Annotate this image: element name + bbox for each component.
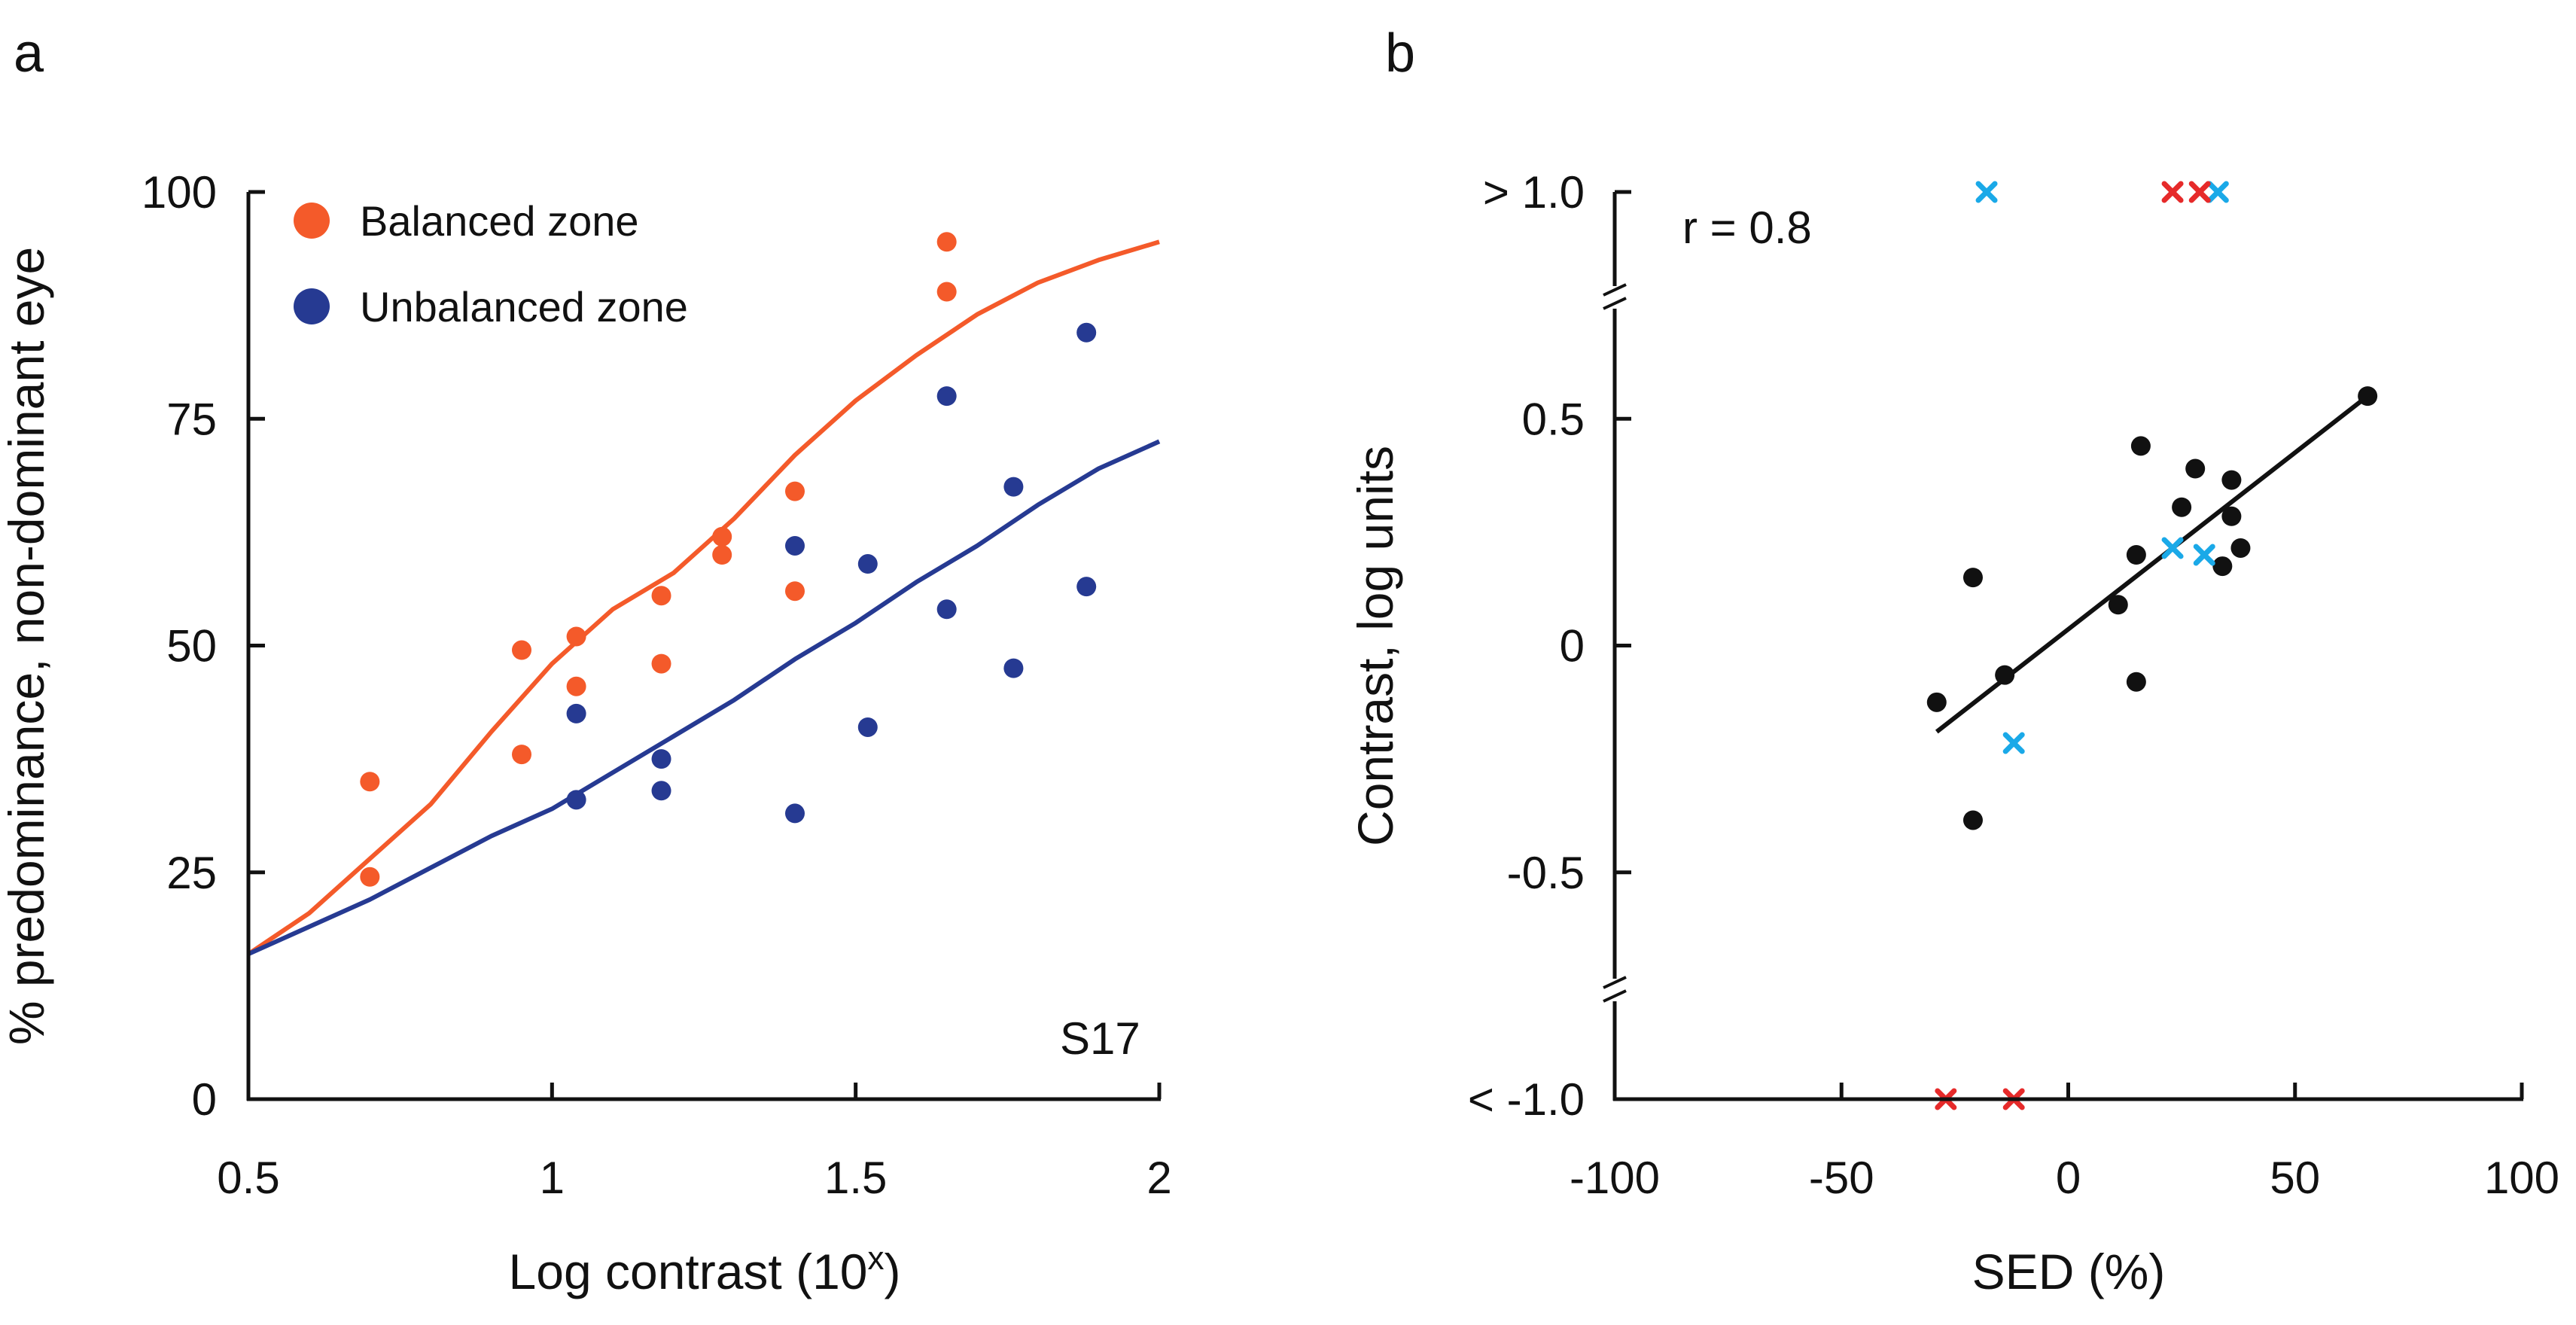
point-unbalanced-2 [651,749,671,769]
legend: Balanced zone Unbalanced zone [294,197,688,330]
point-black-11 [2221,470,2242,490]
point-black-9 [2185,458,2206,479]
cross-cyan-0 [1975,181,1998,203]
point-unbalanced-13 [1076,577,1097,597]
point-balanced-10 [785,481,805,501]
legend-marker-unbalanced [294,288,330,324]
point-black-4 [2108,595,2128,615]
point-black-1 [1962,568,1983,588]
point-balanced-3 [512,745,531,765]
b-y-tick-label: < -1.0 [1468,1074,1585,1125]
cross-red-1 [2188,181,2211,203]
point-black-10 [2212,556,2233,577]
a-x-tick-label: 1.5 [824,1153,887,1203]
point-unbalanced-3 [651,781,671,801]
a-x-axis-label: Log contrast (10x) [509,1240,901,1299]
legend-label-balanced: Balanced zone [360,197,639,245]
point-balanced-8 [712,526,732,547]
legend-label-unbalanced: Unbalanced zone [360,283,688,330]
point-balanced-11 [785,581,805,602]
correlation-annotation: r = 0.8 [1682,203,1812,253]
point-balanced-1 [360,867,380,887]
cross-cyan-2 [2161,537,2184,559]
b-x-tick-label: -100 [1570,1153,1660,1203]
point-balanced-13 [936,282,957,302]
y-axis-break-upper [1603,283,1627,310]
b-y-tick-label: 0.5 [1522,394,1585,444]
point-unbalanced-0 [566,703,586,723]
point-unbalanced-12 [1076,322,1097,343]
b-x-tick-label: 0 [2056,1153,2081,1203]
point-black-13 [2230,538,2251,558]
point-balanced-6 [651,586,671,606]
b-x-tick-label: 50 [2270,1153,2320,1203]
point-black-14 [2358,386,2378,407]
point-black-0 [1926,692,1947,712]
point-unbalanced-1 [566,790,586,810]
a-x-tick-label: 1 [540,1153,565,1203]
cross-cyan-3 [2193,544,2215,566]
point-unbalanced-11 [1003,658,1024,678]
b-y-tick-label: 0 [1560,621,1585,672]
b-y-axis-label: Contrast, log units [1347,446,1403,846]
point-unbalanced-9 [936,599,957,620]
panel-label-b: b [1385,23,1415,84]
point-unbalanced-10 [1003,477,1024,497]
legend-marker-balanced [294,203,330,239]
point-balanced-0 [360,772,380,792]
cross-cyan-4 [2206,181,2229,203]
point-unbalanced-5 [785,803,805,824]
panel-b-chart: -100 -50 0 50 100 < -1.0 -0.5 0 0.5 > 1.0 SED (%… [1347,167,2559,1299]
a-y-tick-label: 0 [192,1074,217,1125]
point-unbalanced-6 [857,554,878,574]
point-unbalanced-4 [785,535,805,556]
point-balanced-7 [651,653,671,674]
cross-cyan-1 [2002,732,2025,754]
point-black-3 [1995,665,2015,685]
a-y-tick-label: 100 [142,167,217,218]
point-black-8 [2172,497,2192,517]
a-y-tick-label: 75 [166,394,217,444]
subject-annotation: S17 [1060,1013,1140,1064]
cross-red-0 [2161,181,2184,203]
b-y-tick-label: > 1.0 [1483,167,1585,218]
point-unbalanced-8 [936,386,957,407]
point-balanced-9 [712,545,732,565]
panel-label-a: a [14,23,44,84]
a-x-tick-label: 0.5 [217,1153,279,1203]
panel-a-chart: 0.5 1 1.5 2 0 25 50 75 100 Log contrast (10x) %… [0,167,1172,1299]
point-balanced-4 [566,626,586,647]
b-x-axis-label: SED (%) [1972,1244,2166,1299]
b-x-tick-label: 100 [2484,1153,2559,1203]
point-balanced-5 [566,676,586,696]
a-x-tick-label: 2 [1146,1153,1171,1203]
a-y-axis-label: % predominance, non-dominant eye [0,247,54,1045]
a-y-tick-label: 50 [166,621,217,672]
point-balanced-2 [512,640,531,660]
b-y-tick-label: -0.5 [1507,848,1585,898]
point-black-2 [1962,810,1983,830]
b-x-tick-label: -50 [1809,1153,1874,1203]
point-black-12 [2221,506,2242,526]
y-axis-break-lower [1603,976,1627,1003]
point-black-6 [2126,672,2146,692]
a-y-tick-label: 25 [166,848,217,898]
fit-curve-unbalanced [247,439,1161,956]
point-unbalanced-7 [857,717,878,737]
point-black-5 [2126,545,2146,565]
point-balanced-12 [936,232,957,252]
fit-curve-balanced [247,239,1160,956]
point-black-7 [2130,436,2151,456]
